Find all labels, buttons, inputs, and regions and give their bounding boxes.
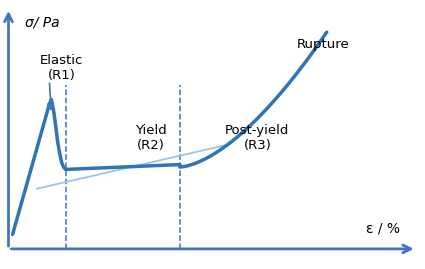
Text: σ/ Pa: σ/ Pa — [25, 16, 60, 30]
Text: Post-yield
(R3): Post-yield (R3) — [225, 124, 289, 152]
Text: ε / %: ε / % — [366, 222, 400, 236]
Text: Elastic
(R1): Elastic (R1) — [40, 54, 83, 82]
Text: Yield
(R2): Yield (R2) — [136, 124, 167, 152]
Text: Rupture: Rupture — [296, 38, 349, 51]
